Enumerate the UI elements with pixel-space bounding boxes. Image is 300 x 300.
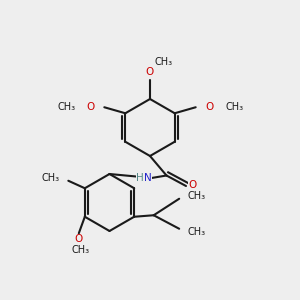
Text: CH₃: CH₃ (188, 227, 206, 237)
Text: H: H (136, 172, 144, 183)
Text: CH₃: CH₃ (41, 173, 59, 183)
Text: O: O (188, 180, 197, 190)
Text: O: O (146, 67, 154, 77)
Text: CH₃: CH₃ (58, 102, 76, 112)
Text: CH₃: CH₃ (154, 57, 172, 67)
Text: O: O (87, 102, 95, 112)
Text: O: O (75, 234, 83, 244)
Text: CH₃: CH₃ (71, 245, 89, 255)
Text: O: O (205, 102, 213, 112)
Text: CH₃: CH₃ (225, 102, 243, 112)
Text: N: N (144, 172, 152, 183)
Text: CH₃: CH₃ (188, 191, 206, 201)
